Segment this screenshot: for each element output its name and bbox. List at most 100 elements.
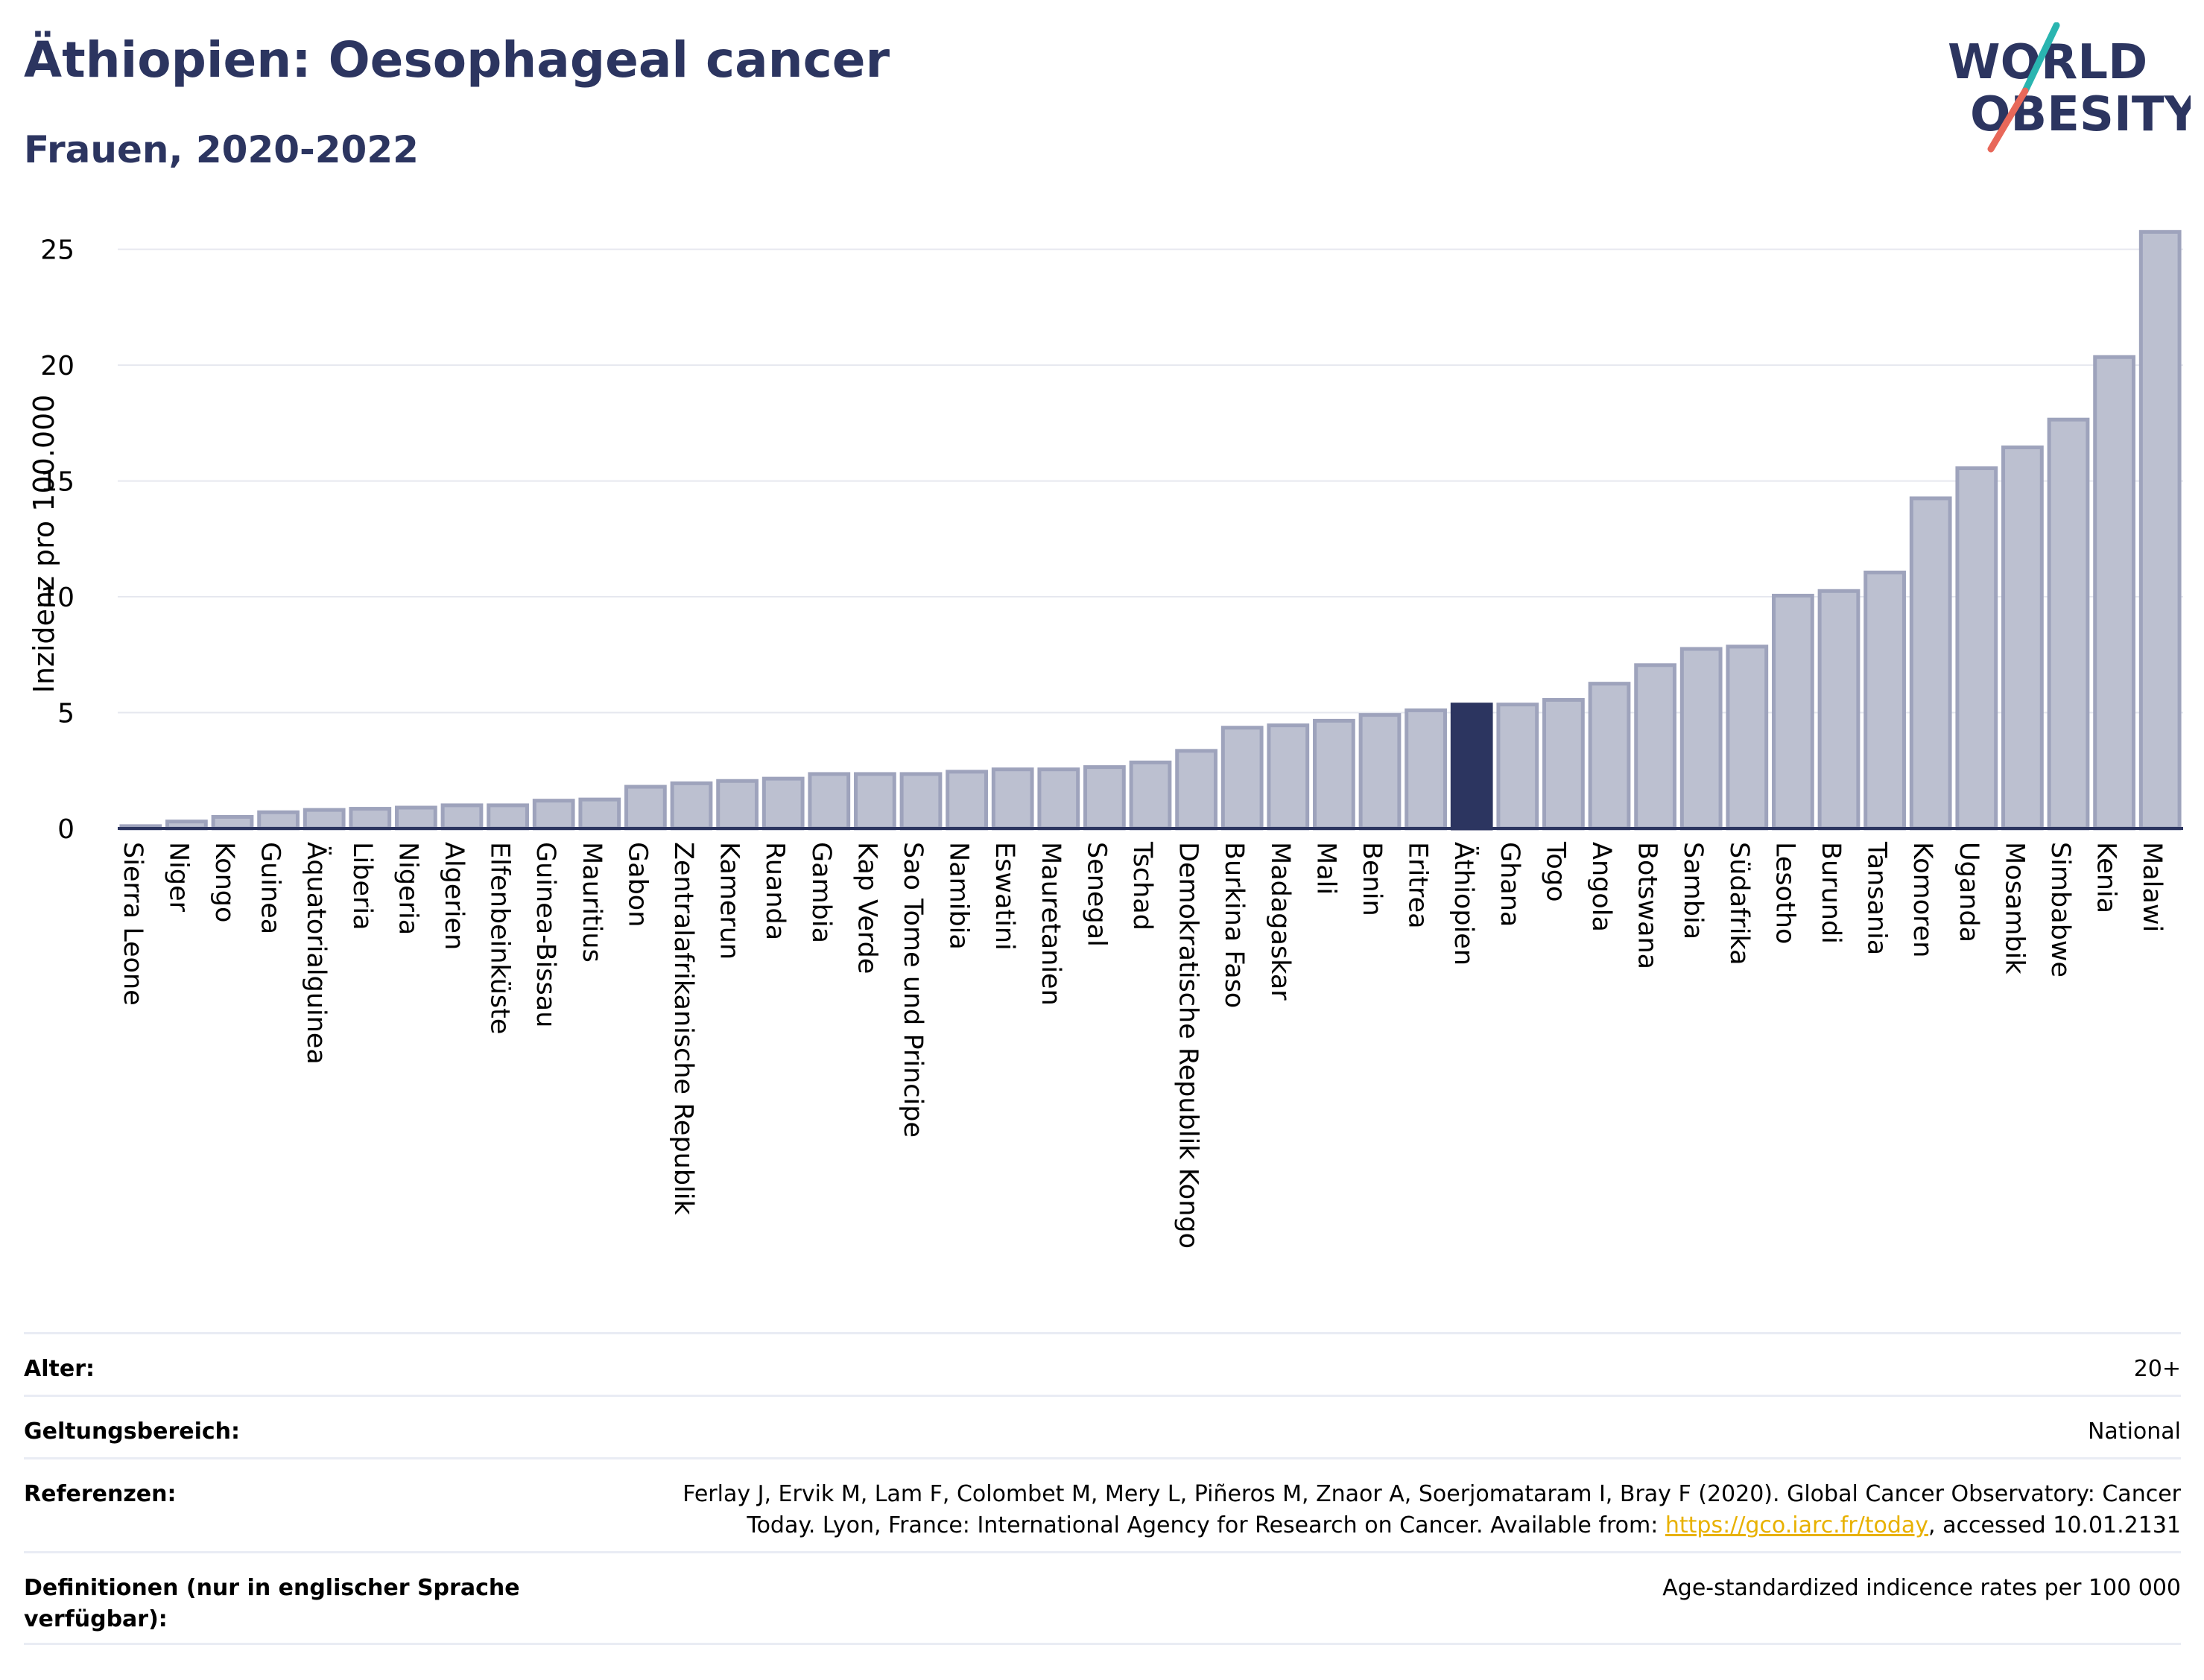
bar-simbabwe — [2047, 417, 2090, 831]
x-tick-label: Madagaskar — [1265, 842, 1295, 1001]
bar-nigeria — [395, 805, 437, 831]
bar-tschad — [1129, 760, 1172, 831]
bar-burkina-faso — [1220, 726, 1264, 831]
bar-mali — [1313, 718, 1355, 831]
x-tick-label: Kenia — [2091, 842, 2121, 913]
x-tick-label: Sambia — [1678, 842, 1708, 939]
reference-accessed: , accessed 10.01.2131 — [1928, 1512, 2181, 1538]
x-tick-label: Tansania — [1862, 841, 1892, 955]
meta-value-references: Ferlay J, Ervik M, Lam F, Colombet M, Me… — [683, 1479, 2181, 1541]
meta-key-references: Referenzen: — [24, 1481, 177, 1507]
x-tick-label: Guinea-Bissau — [531, 842, 560, 1027]
meta-row-definitions: Definitionen (nur in englischer Sprache … — [24, 1551, 2181, 1645]
y-tick-label: 0 — [57, 814, 75, 845]
bar-äthiopien — [1450, 703, 1493, 831]
meta-value-scope: National — [2087, 1419, 2181, 1445]
bar-eritrea — [1405, 708, 1447, 831]
x-tick-label: Kongo — [209, 842, 239, 922]
bar-zentralafrikanische-republik — [670, 781, 713, 831]
x-tick-label: Eritrea — [1403, 842, 1433, 929]
bar-ruanda — [761, 776, 805, 831]
x-tick-label: Namibia — [944, 842, 974, 950]
bar-chart: 0 5 10 15 20 25 Sierra Leone Niger Kongo Guinea Ä… — [28, 229, 2183, 1249]
chart-subtitle: Frauen, 2020-2022 — [24, 128, 419, 171]
logo-slash-top — [2021, 22, 2060, 95]
meta-key-definitions: Definitionen (nur in englischer Sprache … — [24, 1573, 560, 1635]
x-tick-label: Eswatini — [989, 842, 1019, 951]
x-tick-label: Äquatorialguinea — [301, 842, 332, 1065]
x-tick-label: Äthiopien — [1448, 842, 1480, 966]
x-tick-label: Malawi — [2137, 842, 2167, 932]
bar-komoren — [1909, 496, 1952, 831]
x-tick-label: Mauretanien — [1036, 842, 1065, 1006]
x-tick-label: Ghana — [1495, 842, 1524, 927]
x-tick-label: Demokratische Republik Kongo — [1174, 842, 1203, 1249]
x-tick-label: Guinea — [256, 842, 285, 934]
bar-algerien — [440, 803, 484, 831]
bar-angola — [1588, 682, 1631, 831]
bar-guinea-bissau — [532, 799, 575, 831]
bar-sambia — [1679, 647, 1723, 831]
x-tick-label: Zentralafrikanische Republik — [668, 842, 698, 1216]
bar-kongo — [211, 814, 254, 831]
bar-ghana — [1496, 703, 1539, 831]
x-tick-label: Liberia — [347, 842, 377, 931]
bar-burundi — [1817, 589, 1861, 831]
x-tick-label: Ruanda — [760, 842, 790, 940]
x-tick-label: Tschad — [1127, 841, 1157, 931]
reference-line-1: Ferlay J, Ervik M, Lam F, Colombet M, Me… — [683, 1481, 2181, 1507]
bar-uganda — [1955, 466, 1998, 831]
bar-äquatorialguinea — [303, 808, 346, 831]
bar-gabon — [624, 784, 667, 831]
definitions-key-line-1: Definitionen (nur in englischer Sprache — [24, 1575, 520, 1601]
meta-value-definitions: Age-standardized indicence rates per 100… — [1662, 1575, 2181, 1601]
x-tick-label: Burkina Faso — [1219, 842, 1249, 1008]
x-tick-label: Algerien — [439, 842, 469, 950]
x-tick-label: Mali — [1311, 842, 1340, 895]
x-tick-label: Mauritius — [577, 842, 607, 963]
x-tick-label: Angola — [1586, 842, 1616, 932]
meta-value-age: 20+ — [2133, 1356, 2181, 1382]
x-tick-label: Kamerun — [715, 842, 744, 960]
x-tick-label: Südafrika — [1724, 842, 1754, 966]
bar-demokratische-republik-kongo — [1175, 749, 1217, 831]
bar-namibia — [946, 770, 988, 831]
bar-südafrika — [1726, 644, 1769, 831]
x-tick-label: Senegal — [1081, 842, 1111, 947]
y-tick-label: 20 — [40, 351, 75, 381]
bar-lesotho — [1772, 594, 1814, 831]
bar-eswatini — [991, 767, 1034, 831]
bar-elfenbeinküste — [487, 803, 529, 831]
bar-madagaskar — [1267, 723, 1310, 831]
bar-malawi — [2138, 229, 2182, 831]
x-tick-label: Sao Tome und Principe — [898, 842, 928, 1138]
meta-row-references: Referenzen: Ferlay J, Ervik M, Lam F, Co… — [24, 1457, 2181, 1551]
x-tick-label: Kap Verde — [852, 842, 881, 974]
bar-togo — [1542, 697, 1585, 831]
y-tick-labels: 0 5 10 15 20 25 — [40, 235, 75, 845]
reference-link[interactable]: https://gco.iarc.fr/today — [1665, 1512, 1929, 1538]
bar-sao-tome-und-principe — [899, 772, 943, 831]
bar-gambia — [808, 772, 851, 831]
meta-row-scope: Geltungsbereich: National — [24, 1395, 2181, 1457]
bars — [119, 229, 2182, 831]
x-tick-label: Lesotho — [1770, 842, 1799, 944]
bar-botswana — [1634, 663, 1676, 831]
bar-tansania — [1863, 570, 1906, 831]
x-tick-label: Simbabwe — [2045, 842, 2075, 977]
bar-kap-verde — [854, 772, 896, 831]
y-tick-label: 10 — [40, 583, 75, 613]
x-tick-label: Elfenbeinküste — [485, 842, 515, 1034]
bar-mauritius — [578, 797, 621, 831]
bar-mosambik — [2001, 445, 2044, 831]
bar-kamerun — [716, 779, 759, 831]
x-tick-label: Gabon — [622, 842, 652, 927]
x-tick-label: Togo — [1540, 841, 1570, 901]
x-tick-label: Niger — [163, 842, 193, 913]
y-tick-label: 25 — [40, 235, 75, 266]
reference-text: Today. Lyon, France: International Agenc… — [747, 1512, 1665, 1538]
x-tick-label: Komoren — [1907, 842, 1937, 957]
x-tick-label: Burundi — [1816, 842, 1846, 944]
x-tick-label: Benin — [1357, 842, 1387, 916]
meta-key-age: Alter: — [24, 1356, 95, 1382]
